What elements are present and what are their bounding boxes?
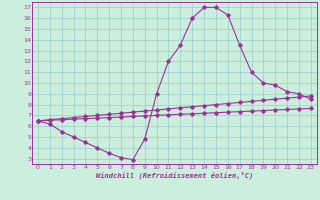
X-axis label: Windchill (Refroidissement éolien,°C): Windchill (Refroidissement éolien,°C) (96, 171, 253, 179)
